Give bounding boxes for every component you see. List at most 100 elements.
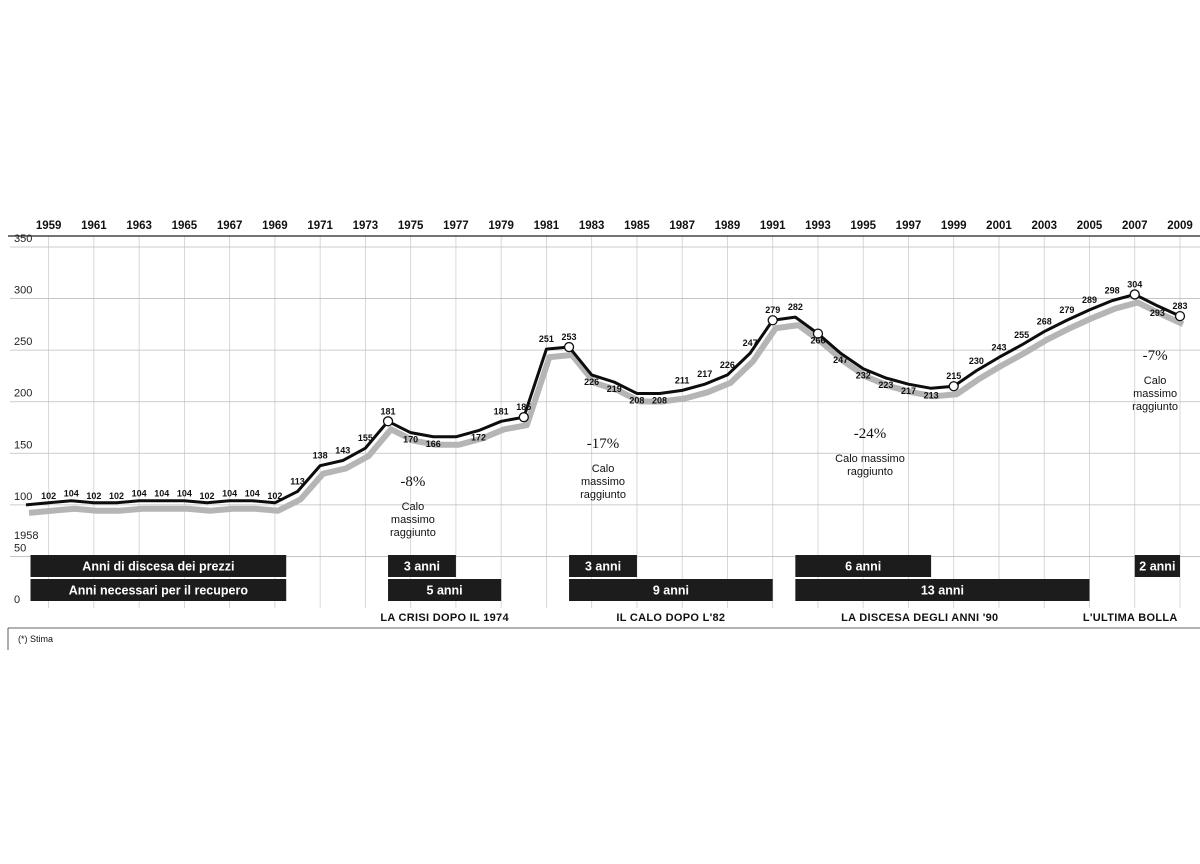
data-label: 251: [539, 334, 554, 344]
data-label: 104: [177, 489, 192, 499]
drop-caption: Calo: [402, 501, 425, 513]
x-tick-label: 1967: [217, 220, 243, 232]
period-1990s-decline-bar: [795, 555, 932, 577]
data-label: 255: [1014, 330, 1029, 340]
legend-recovery-bar-label: Anni necessari per il recupero: [69, 584, 249, 598]
x-tick-label: 1973: [353, 220, 379, 232]
x-tick-label: 1989: [715, 220, 741, 232]
period-1974-decline-bar-label: 3 anni: [404, 560, 440, 574]
series: [25, 289, 1186, 516]
data-label: 172: [471, 433, 486, 443]
start-year-label: 1958: [14, 530, 38, 542]
drop-percent: -17%: [587, 436, 620, 452]
period-1982-decline-bar-label: 3 anni: [585, 560, 621, 574]
data-label: 282: [788, 302, 803, 312]
data-label: 102: [109, 491, 124, 501]
data-label: 304: [1127, 279, 1142, 289]
y-axis: 0 50 100 150 200 250 300 350: [14, 233, 32, 606]
x-tick-label: 1993: [805, 220, 831, 232]
drop-caption: raggiunto: [580, 489, 626, 501]
drop-caption: massimo: [581, 476, 625, 488]
x-tick-label: 1977: [443, 220, 469, 232]
x-tick-label: 1969: [262, 220, 288, 232]
period-title: L'ULTIMA BOLLA: [1083, 612, 1178, 624]
series-shadow: [28, 299, 1185, 516]
period-title: LA DISCESA DEGLI ANNI '90: [841, 612, 998, 624]
x-tick-label: 1959: [36, 220, 62, 232]
legend-decline-bar-label: Anni di discesa dei prezzi: [82, 560, 234, 574]
point-labels: 102 104 102 102 104 104 104 102 104 104 102 113 138 1…: [41, 279, 1187, 500]
data-label: 279: [765, 305, 780, 315]
data-label: 213: [924, 390, 939, 400]
data-label: 226: [584, 377, 599, 387]
x-tick-label: 1975: [398, 220, 424, 232]
period-titles: LA CRISI DOPO IL 1974 IL CALO DOPO L'82 LA…: [380, 612, 1177, 624]
data-label: 293: [1150, 308, 1165, 318]
drop-caption: raggiunto: [390, 527, 436, 539]
x-tick-label: 2005: [1077, 220, 1103, 232]
data-label: 185: [516, 402, 531, 412]
period-bubble-decline-bar-label: 2 anni: [1139, 560, 1175, 574]
x-tick-label: 1961: [81, 220, 107, 232]
drop-percent: -7%: [1143, 348, 1168, 364]
gridlines: [8, 235, 1200, 608]
annotations: -8%Calomassimoraggiunto-17%Calomassimora…: [390, 348, 1178, 539]
period-title: LA CRISI DOPO IL 1974: [380, 612, 509, 624]
data-label: 247: [743, 338, 758, 348]
period-1990s-recovery-bar: [795, 579, 1090, 601]
data-label: 253: [562, 332, 577, 342]
data-label: 298: [1105, 286, 1120, 296]
series-marker: [563, 341, 575, 353]
y-tick-label: 350: [14, 233, 32, 245]
data-label: 166: [426, 439, 441, 449]
data-label: 102: [267, 491, 282, 501]
data-label: 138: [313, 451, 328, 461]
y-tick-label: 300: [14, 285, 32, 297]
data-label: 102: [41, 491, 56, 501]
x-tick-label: 1985: [624, 220, 650, 232]
series-marker: [812, 328, 824, 339]
y-tick-label: 50: [14, 542, 26, 554]
data-label: 143: [335, 446, 350, 456]
x-tick-label: 1965: [172, 220, 198, 232]
series-marker: [518, 412, 529, 423]
series-marker: [767, 315, 778, 326]
data-label: 268: [1037, 317, 1052, 327]
data-label: 104: [64, 489, 79, 499]
data-label: 104: [245, 489, 260, 499]
y-tick-label: 0: [14, 594, 20, 606]
data-label: 232: [856, 371, 871, 381]
data-label: 247: [833, 355, 848, 365]
data-label: 181: [381, 406, 396, 416]
period-title: IL CALO DOPO L'82: [616, 612, 725, 624]
y-tick-label: 200: [14, 388, 32, 400]
x-tick-label: 1997: [896, 220, 922, 232]
series-marker: [948, 381, 959, 392]
data-label: 155: [358, 433, 373, 443]
x-tick-label: 1981: [534, 220, 560, 232]
period-1974-recovery-bar-label: 5 anni: [427, 584, 463, 598]
drop-caption: raggiunto: [847, 466, 893, 478]
x-tick-label: 2003: [1031, 220, 1057, 232]
period-1974-recovery-bar: [388, 579, 502, 601]
series-marker: [1129, 289, 1140, 300]
data-label: 217: [697, 369, 712, 379]
period-1974-decline-bar: [388, 555, 456, 577]
data-label: 104: [132, 489, 147, 499]
data-label: 223: [878, 380, 893, 390]
data-label: 211: [675, 375, 690, 385]
period-1990s-decline-bar-label: 6 anni: [845, 560, 881, 574]
y-tick-label: 250: [14, 336, 32, 348]
period-bubble-decline-bar: [1134, 555, 1180, 577]
drop-percent: -8%: [400, 474, 425, 490]
period-bars: Anni di discesa dei prezzi Anni necessari…: [30, 555, 1180, 601]
series-marker: [1174, 310, 1186, 322]
x-tick-label: 1999: [941, 220, 967, 232]
data-label: 243: [991, 342, 1006, 352]
x-tick-label: 1983: [579, 220, 605, 232]
period-1982-recovery-bar-label: 9 anni: [653, 584, 689, 598]
x-tick-label: 1991: [760, 220, 786, 232]
data-label: 279: [1059, 305, 1074, 315]
y-tick-label: 150: [14, 439, 32, 451]
